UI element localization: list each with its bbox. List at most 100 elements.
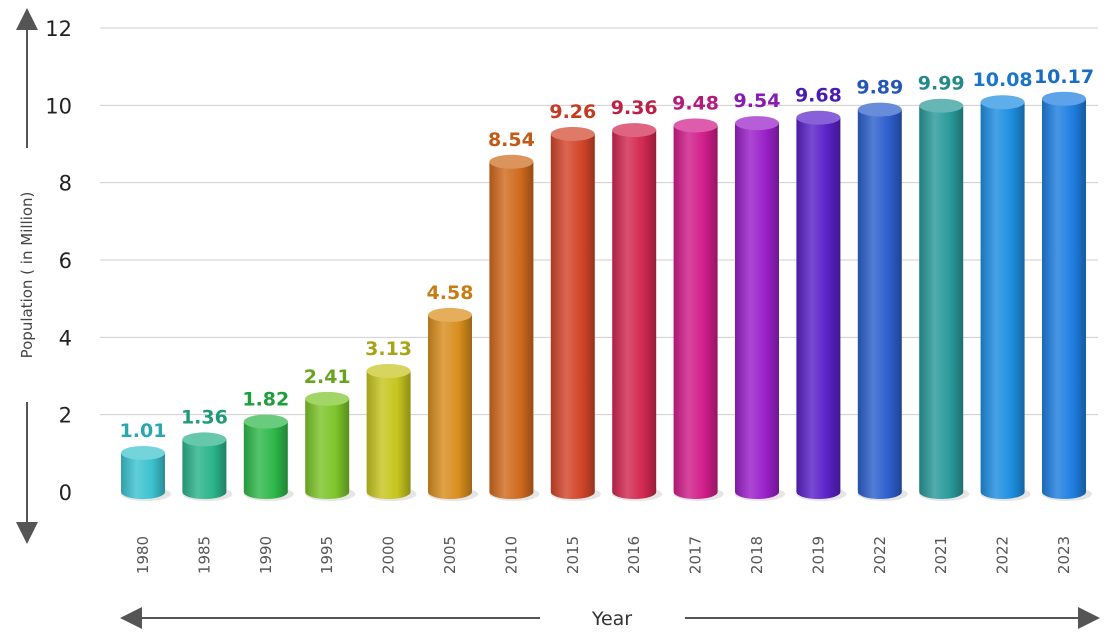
- y-axis-arrow-down-icon: [16, 522, 38, 544]
- x-tick-label: 2010: [502, 536, 520, 574]
- data-label: 9.99: [918, 73, 965, 95]
- bar-top: [673, 118, 718, 133]
- bar-top: [796, 110, 841, 125]
- bar-top: [121, 445, 165, 460]
- x-tick-label: 1990: [257, 536, 275, 574]
- bar-body: [796, 117, 841, 500]
- y-tick-label: 4: [59, 326, 72, 350]
- bar-body: [182, 439, 227, 500]
- x-tick-label: 1980: [134, 536, 152, 574]
- y-axis: Population ( in Million): [14, 8, 40, 544]
- data-label: 9.68: [795, 85, 842, 107]
- data-label: 2.41: [304, 366, 351, 388]
- y-axis-label: Population ( in Million): [18, 192, 36, 359]
- bar-1995: 2.41: [304, 366, 356, 501]
- data-label: 9.54: [734, 90, 781, 112]
- data-label: 1.82: [242, 389, 289, 411]
- data-label: 1.36: [181, 406, 228, 428]
- data-label: 3.13: [365, 338, 412, 360]
- bar-2017: 9.48: [672, 92, 724, 501]
- bar-body: [305, 398, 350, 500]
- bar-top: [980, 95, 1025, 110]
- data-label: 4.58: [427, 282, 474, 304]
- bar-top: [366, 363, 411, 378]
- x-axis-arrow-right-icon: [1078, 607, 1100, 629]
- x-tick-label: 2018: [748, 536, 766, 574]
- x-tick-label: 1995: [318, 536, 336, 574]
- bar-1980: 1.01: [120, 420, 171, 501]
- data-label: 9.89: [856, 77, 903, 99]
- bar-2022: 10.08: [973, 69, 1033, 501]
- bar-2005: 4.58: [427, 282, 478, 501]
- y-tick-label: 8: [59, 172, 72, 196]
- bar-top: [305, 391, 350, 406]
- x-axis-ticks: 1980 1985 1990 1995 2000 2005 2010 2015 2016 2017…: [134, 536, 1073, 574]
- bar-2021: 9.99: [918, 73, 970, 501]
- bar-body: [980, 102, 1025, 500]
- x-tick-label: 2021: [932, 536, 950, 574]
- bar-top: [612, 123, 657, 138]
- bar-body: [121, 452, 165, 499]
- bar-2000: 3.13: [365, 338, 417, 501]
- bar-top: [428, 307, 472, 322]
- bar-2010: 8.54: [488, 129, 540, 501]
- y-tick-label: 10: [45, 94, 72, 118]
- bar-top: [735, 116, 779, 131]
- data-label: 1.01: [120, 420, 167, 442]
- bar-body: [735, 123, 779, 500]
- data-label: 9.26: [549, 101, 596, 123]
- data-label: 9.48: [672, 92, 719, 114]
- bar-2022: 9.89: [856, 77, 908, 501]
- y-tick-label: 0: [59, 481, 72, 505]
- x-tick-label: 2015: [564, 536, 582, 574]
- x-tick-label: 2022: [994, 536, 1012, 574]
- y-tick-label: 12: [45, 17, 72, 41]
- bar-1990: 1.82: [242, 389, 294, 501]
- bar-body: [612, 130, 657, 500]
- x-tick-label: 1985: [195, 536, 213, 574]
- bar-top: [489, 154, 534, 169]
- bar-body: [489, 161, 534, 499]
- bar-top: [550, 126, 595, 141]
- y-axis-ticks: 0 2 4 6 8 10 12: [45, 17, 72, 505]
- bar-top: [857, 102, 902, 117]
- y-tick-label: 6: [59, 249, 72, 273]
- x-tick-label: 2023: [1055, 536, 1073, 574]
- x-tick-label: 2017: [687, 536, 705, 574]
- data-label: 8.54: [488, 129, 535, 151]
- bars: 1.01 1.36 1.82 2.41 3.13 4.58 8.54 9.26 9.36 9.48…: [120, 66, 1094, 501]
- bar-1985: 1.36: [181, 406, 233, 501]
- data-label: 10.08: [973, 69, 1033, 91]
- x-axis-arrow-left-icon: [120, 607, 142, 629]
- y-tick-label: 2: [59, 404, 72, 428]
- x-tick-label: 2000: [380, 536, 398, 574]
- data-label: 9.36: [611, 97, 658, 119]
- y-axis-label-gap: [14, 148, 40, 402]
- x-tick-label: 2022: [871, 536, 889, 574]
- bar-body: [428, 314, 472, 499]
- bar-2019: 9.68: [795, 85, 847, 501]
- x-tick-label: 2005: [441, 536, 459, 574]
- x-tick-label: 2016: [625, 536, 643, 574]
- bar-body: [550, 133, 595, 500]
- bar-top: [1042, 91, 1086, 106]
- bar-top: [919, 98, 964, 113]
- bar-top: [182, 432, 227, 447]
- bar-body: [919, 105, 964, 500]
- bar-2023: 10.17: [1034, 66, 1094, 501]
- data-label: 10.17: [1034, 66, 1094, 88]
- bar-body: [1042, 98, 1086, 499]
- x-tick-label: 2019: [809, 536, 827, 574]
- y-axis-arrow-up-icon: [16, 8, 38, 30]
- bar-2016: 9.36: [611, 97, 663, 501]
- bar-2018: 9.54: [734, 90, 785, 501]
- bar-top: [243, 414, 288, 429]
- bar-body: [857, 109, 902, 500]
- bar-body: [673, 125, 718, 500]
- x-axis: Year: [120, 607, 1100, 630]
- x-axis-label: Year: [591, 608, 632, 630]
- bar-body: [243, 421, 288, 499]
- bar-body: [366, 370, 411, 500]
- bar-2015: 9.26: [549, 101, 601, 501]
